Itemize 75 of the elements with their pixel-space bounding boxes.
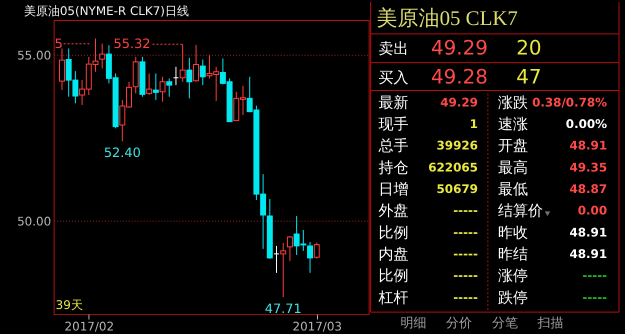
candlestick [280,242,286,298]
text: 日增 [378,180,409,198]
text: 扫描 [536,316,564,331]
text: 最低 [498,180,528,198]
text: 最高 [498,158,528,176]
text: ----- [453,204,478,218]
candlestick [172,66,179,86]
text: 622065 [428,160,478,174]
annotation: 39天 [56,298,83,312]
candlestick [160,76,166,102]
chart-title: 美原油05(NYME-R CLK7)日线 [24,4,189,18]
text: 外盘 [378,202,409,220]
text: 47 [516,66,542,89]
annotation: 5 [54,36,63,52]
text: 昨收 [498,223,528,242]
text: 总手 [378,136,409,155]
text: 49.28 [431,66,488,89]
text: 买入 [378,68,409,87]
text: 涨停 [498,266,528,285]
text: 49.35 [569,160,608,174]
text: 速涨 [498,115,528,134]
candlestick [99,43,106,69]
candlestick [193,44,200,82]
text: 现手 [378,115,409,134]
candlestick [152,72,159,101]
candlestick [314,242,320,260]
text: 涨跌 [498,93,528,112]
text: 48.91 [569,247,608,262]
text: 内盘 [378,245,409,264]
candlestick [286,235,293,262]
text: 20 [516,36,542,60]
text: 49.29 [431,36,488,60]
text: 卖出 [378,40,409,58]
text: 开盘 [498,136,528,155]
text: ----- [582,268,608,283]
candlestick [274,245,280,274]
text: 比例 [378,223,409,242]
text: ----- [453,247,478,262]
text: 48.91 [569,225,608,240]
text: ----- [453,290,478,304]
text: 最新 [378,93,409,112]
y-tick-label: 50.00 [17,214,52,228]
text: 1 [470,117,478,132]
annotation: 55.32 [114,37,150,52]
annotation: 52.40 [104,146,141,162]
text: 结算价 [498,202,543,220]
text: 持仓 [378,158,409,176]
text: ----- [582,290,608,304]
candlestick [200,58,206,86]
text: 39926 [436,138,478,153]
text: 美原油05 CLK7 [376,6,518,30]
x-tick-label: 2017/03 [292,319,342,334]
text: ----- [453,225,478,240]
text: 分笔 [492,316,518,331]
text: 明细 [400,316,426,331]
text: 杠杆 [378,288,409,306]
text: 48.91 [569,138,608,153]
text: 48.87 [569,182,608,196]
text: 50679 [436,182,478,196]
candlestick [58,48,65,91]
x-tick-label: 2017/02 [64,319,114,334]
text: 0.00 [578,204,608,218]
text: 比例 [378,266,409,285]
text: 49.29 [440,95,478,110]
text: 昨结 [498,245,528,264]
candlestick [146,72,152,96]
text: 0.00% [566,117,608,132]
text: 跌停 [498,288,528,306]
candlestick [307,241,314,274]
text: 分价 [446,316,472,331]
candlestick [186,57,192,99]
text: 0.38/0.78% [532,95,608,110]
text: ----- [453,268,478,283]
annotation: 47.71 [264,302,302,318]
y-tick-label: 55.00 [17,48,52,62]
